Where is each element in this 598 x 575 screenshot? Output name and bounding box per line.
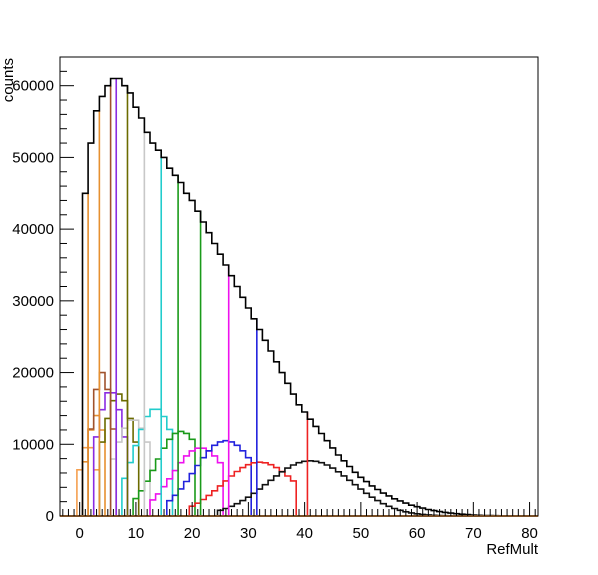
x-axis-title: RefMult (486, 541, 539, 558)
histogram-series-3 (87, 371, 117, 516)
y-tick-label: 30000 (12, 293, 54, 310)
histogram-series-5 (98, 393, 140, 516)
x-tick-label: 50 (353, 525, 370, 542)
histogram-series-8 (132, 430, 196, 516)
histogram-series-11 (188, 461, 297, 516)
y-tick-label: 40000 (12, 221, 54, 238)
x-tick-label: 40 (296, 525, 313, 542)
y-tick-label: 60000 (12, 78, 54, 95)
histogram-series-layer (60, 77, 538, 517)
x-tick-label: 20 (184, 525, 201, 542)
y-tick-label: 10000 (12, 436, 54, 453)
x-tick-label: 10 (128, 525, 145, 542)
x-tick-label: 0 (76, 525, 84, 542)
x-tick-label: 30 (240, 525, 257, 542)
y-tick-label: 20000 (12, 365, 54, 382)
y-tick-label: 50000 (12, 149, 54, 166)
x-tick-label: 80 (521, 525, 538, 542)
y-tick-label: 0 (46, 508, 54, 525)
histogram-envelope (81, 77, 533, 517)
x-tick-label: 60 (409, 525, 426, 542)
tick-labels: 0 10 20 30 40 50 60 70 80 0 10000 20000 30000 40000 50… (12, 78, 538, 542)
histogram-series-10 (166, 439, 252, 516)
axis-ticks (60, 56, 536, 517)
y-axis-title: counts (0, 58, 17, 102)
x-tick-label: 70 (465, 525, 482, 542)
